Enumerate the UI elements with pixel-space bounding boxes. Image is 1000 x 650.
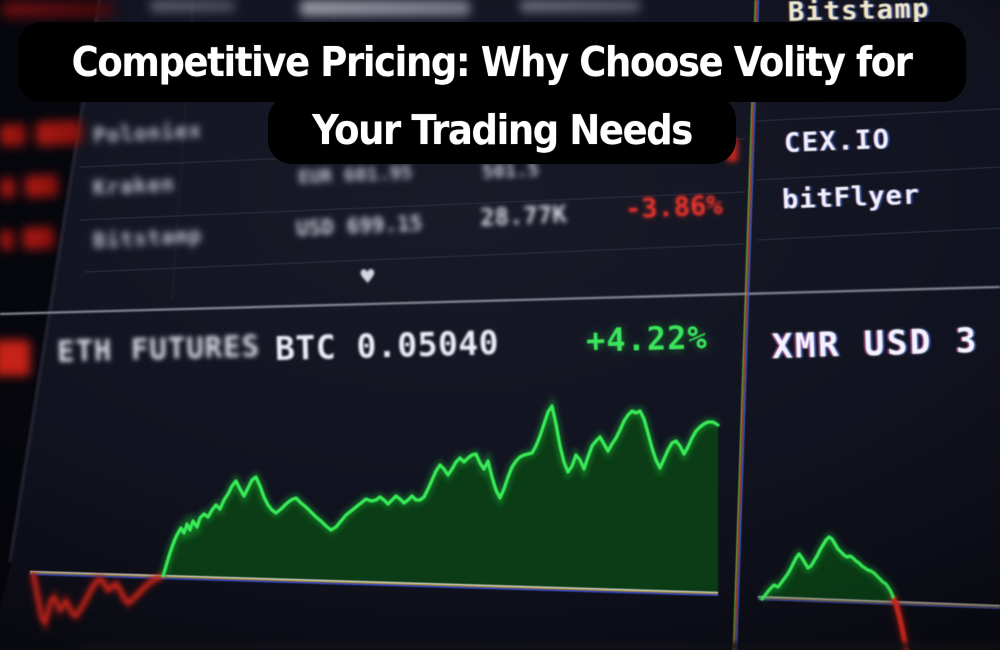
red-ticker-blur — [0, 177, 17, 199]
exchange-name-blurred: Kraken — [92, 171, 176, 201]
right-panel-exchange-cexio: CEX.IO — [783, 123, 892, 160]
red-ticker-blur — [24, 174, 59, 198]
right-panel-exchange-bitflyer: bitFlyer — [781, 179, 921, 216]
red-ticker-blur — [2, 2, 114, 17]
blurred-text-blob — [300, 0, 470, 16]
title-text-line2: Your Trading Needs — [312, 106, 693, 154]
volume-value: 28.77K — [479, 200, 568, 232]
futures-pair-price: BTC 0.05040 — [274, 322, 500, 369]
futures-row-label: ETH FUTURES — [56, 329, 261, 369]
title-banner-line1: Competitive Pricing: Why Choose Volity f… — [18, 22, 966, 102]
title-text-line1: Competitive Pricing: Why Choose Volity f… — [72, 38, 913, 86]
sparkline-charts — [28, 395, 1000, 650]
xmr-ticker-label: XMR USD 3 — [771, 320, 980, 368]
red-ticker-blur — [22, 226, 55, 250]
title-banner-line2: Your Trading Needs — [268, 96, 736, 164]
main-chart-red-line — [31, 572, 165, 625]
positive-change-badge: +4.22% — [585, 318, 709, 360]
row-divider-bright — [0, 285, 1000, 316]
red-ticker-blur — [0, 123, 27, 147]
blurred-text-blob — [150, 0, 235, 12]
red-ticker-blur — [0, 229, 15, 251]
bottom-bezel-strip — [80, 642, 1000, 650]
blurred-text-blob — [520, 0, 640, 12]
heart-icon: ♥ — [358, 265, 377, 289]
red-ticker-blur — [35, 119, 83, 147]
red-ticker-blur — [0, 340, 30, 376]
negative-change-badge: -3.86% — [624, 189, 724, 226]
